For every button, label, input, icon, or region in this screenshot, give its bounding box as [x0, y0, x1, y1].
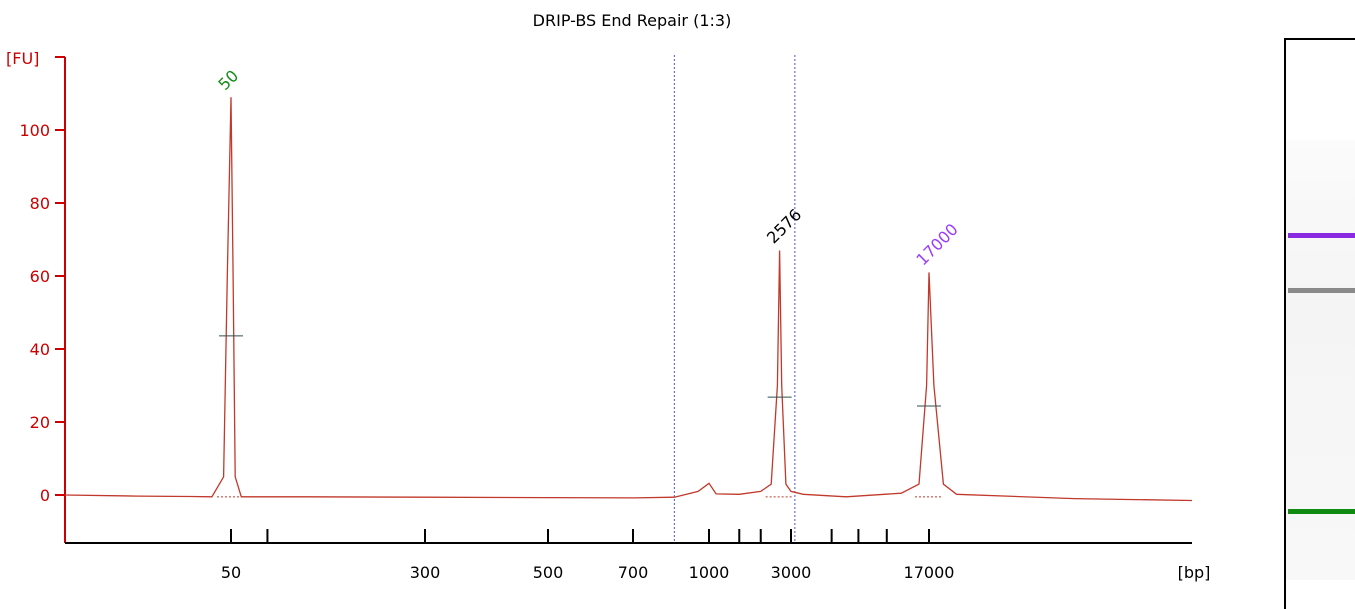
peak-label: 2576 [763, 205, 805, 247]
y-tick-label: 60 [30, 267, 50, 286]
x-tick-label: 50 [221, 563, 241, 582]
peak-label: 17000 [912, 220, 961, 269]
peak-labels: 50 2576 17000 [214, 66, 961, 269]
x-tick-label: 17000 [904, 563, 955, 582]
gel-band-lower-marker [1288, 509, 1355, 514]
x-tick-label: 500 [533, 563, 564, 582]
peak-label: 50 [214, 66, 242, 94]
x-tick-label: 300 [410, 563, 441, 582]
gel-band-upper-marker [1288, 233, 1355, 238]
y-tick-label: 40 [30, 340, 50, 359]
y-tick-label: 0 [40, 486, 50, 505]
gel-band-sample-band [1288, 288, 1355, 293]
axes: 0 20 40 60 80 100 50 300 500 700 1000 3000 17000 [19, 56, 1192, 582]
y-tick-label: 20 [30, 413, 50, 432]
chart-title: DRIP-BS End Repair (1:3) [533, 11, 732, 30]
x-axis-label: [bp] [1178, 563, 1211, 582]
gel-image [1284, 38, 1355, 609]
x-tick-label: 3000 [771, 563, 812, 582]
alignment-markers [673, 55, 796, 543]
gel-lane [1286, 140, 1355, 580]
trace-line [64, 97, 1193, 502]
x-tick-label: 700 [618, 563, 649, 582]
electropherogram-chart: DRIP-BS End Repair (1:3) 0 20 40 60 80 100 50 3… [6, 11, 1211, 582]
y-tick-label: 80 [30, 194, 50, 213]
x-tick-label: 1000 [689, 563, 730, 582]
y-tick-label: 100 [19, 121, 50, 140]
trace-series [64, 97, 1193, 502]
y-axis-label: [FU] [6, 49, 39, 68]
